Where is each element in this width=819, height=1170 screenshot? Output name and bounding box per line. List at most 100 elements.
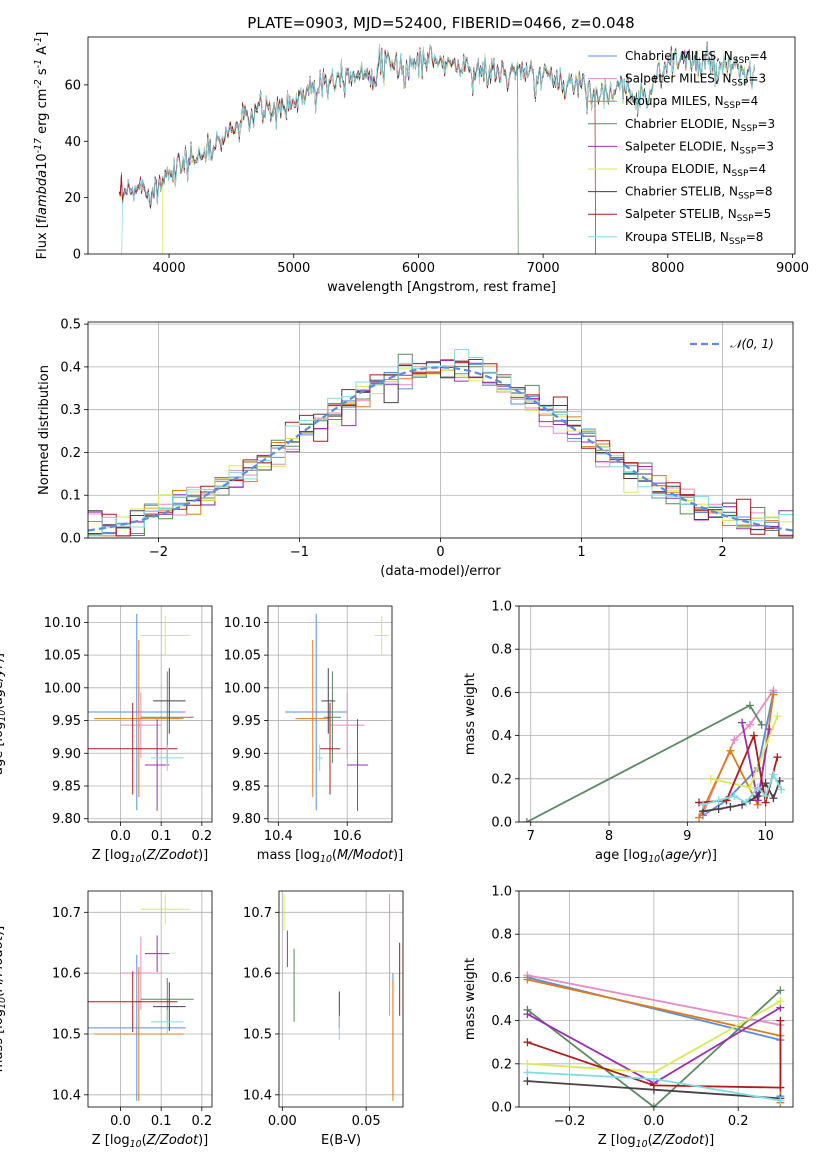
- y-tick-label: 10.00: [224, 681, 261, 696]
- weight-marker: [523, 1059, 532, 1068]
- weight-marker: [523, 1068, 532, 1077]
- weight-line: [702, 772, 783, 806]
- y-tick-label: 0.0: [491, 816, 512, 831]
- weight-line: [702, 692, 775, 817]
- weight-marker: [742, 798, 751, 807]
- gaussian-reference-curve: [88, 366, 793, 532]
- residuals-panel: −2 −1 0 1 2 0.0 0.1 0.2 0.3 0.4 0.5 (data-model)/er…: [37, 318, 794, 579]
- x-tick-label: 0.00: [268, 1114, 297, 1129]
- errorbar-point-chabrier-miles: [285, 613, 348, 811]
- x-axis-label: Z [log10(Z/Zodot)]: [598, 1133, 715, 1150]
- mass-vs-metallicity-panel: 0.0 0.1 0.2 10.4 10.5 10.6 10.7 Z [log10(Z/Zodo…: [0, 890, 213, 1150]
- axes-frame: [518, 890, 794, 1108]
- age-vs-metallicity-panel: 0.0 0.1 0.2 9.80 9.85 9.90 9.95 10.00 10.05 10.10…: [0, 605, 213, 865]
- errorbar-point-salpeter-miles: [330, 692, 365, 758]
- weight-marker: [649, 1074, 658, 1083]
- weight-marker: [769, 770, 778, 779]
- axes-frame: [278, 890, 404, 1108]
- weight-marker: [776, 1016, 785, 1025]
- axes-frame: [87, 36, 796, 255]
- errorbar-point-salpeter-stelib: [88, 702, 178, 795]
- errorbar-point-kroupa-stelib: [316, 744, 324, 771]
- errorbar-point-chabrier-miles: [88, 613, 186, 811]
- mass-vs-ebv-panel: 0.00 0.05 10.4 10.5 10.6 10.7 E(B-V): [243, 890, 404, 1148]
- plot-area: [522, 686, 786, 822]
- legend-label: Chabrier MILES, NSSP=4: [625, 49, 767, 66]
- weight-line: [527, 1020, 782, 1089]
- y-tick-label: 60: [64, 78, 81, 93]
- y-tick-label: 10.5: [52, 1027, 81, 1042]
- weight-series-kroupa-elodie: [523, 997, 785, 1077]
- x-tick-label: 10.4: [264, 829, 293, 844]
- weight-marker: [745, 783, 754, 792]
- x-tick-label: 5000: [277, 261, 310, 276]
- weight-marker: [773, 753, 782, 762]
- weight-marker: [738, 718, 747, 727]
- legend-label: Salpeter ELODIE, NSSP=3: [625, 139, 774, 156]
- x-tick-label: 7000: [527, 261, 560, 276]
- spectrum-line-kroupa-elodie: [161, 41, 755, 254]
- weight-marker: [698, 800, 707, 809]
- weight-marker: [714, 805, 723, 814]
- legend-label: Kroupa STELIB, NSSP=8: [625, 230, 763, 247]
- errorbar-point-kroupa-miles: [295, 640, 330, 798]
- weight-marker: [695, 813, 704, 822]
- axes-frame: [87, 321, 794, 539]
- plot-area: [285, 613, 389, 811]
- x-tick-label: 8: [605, 829, 613, 844]
- errorbar-point-chabrier-stelib: [153, 668, 186, 734]
- errorbar-point-chabrier-miles: [88, 954, 186, 1101]
- plot-area: [88, 349, 793, 537]
- y-axis-label: mass weight: [463, 958, 478, 1040]
- errorbar-point-kroupa-miles: [94, 640, 184, 798]
- y-tick-label: 20: [64, 191, 81, 206]
- legend-label: Salpeter STELIB, NSSP=5: [625, 207, 771, 224]
- weight-marker: [714, 796, 723, 805]
- errorbar-point-salpeter-elodie: [144, 935, 170, 972]
- plot-area: [523, 971, 785, 1107]
- y-axis-label: Flux [flambda10-17 erg cm-2 s-1 A-1]: [33, 32, 50, 260]
- x-tick-label: 7: [527, 829, 535, 844]
- weight-line: [526, 989, 782, 1107]
- weight-marker: [745, 720, 754, 729]
- y-tick-label: 0.0: [60, 532, 81, 547]
- x-tick-label: 0.0: [644, 1114, 665, 1129]
- y-axis-label: mass weight: [463, 673, 478, 755]
- plot-area: [88, 613, 194, 811]
- y-tick-label: 0.4: [491, 1014, 512, 1029]
- errorbar-point-salpeter-miles: [120, 692, 162, 758]
- y-tick-label: 10.00: [44, 681, 81, 696]
- weight-marker: [769, 690, 778, 699]
- x-tick-label: 0.2: [728, 1114, 749, 1129]
- plot-area: [88, 894, 194, 1101]
- x-tick-label: 1: [577, 545, 585, 560]
- weight-series-kroupa-elodie: [706, 712, 782, 792]
- y-tick-label: 40: [64, 135, 81, 150]
- x-tick-label: −1: [290, 545, 309, 560]
- y-tick-label: 0.0: [491, 1101, 512, 1116]
- axes-frame: [87, 890, 213, 1108]
- errorbar-point-salpeter-miles: [120, 936, 162, 1010]
- weight-marker: [730, 792, 739, 801]
- legend-label: Salpeter MILES, NSSP=3: [625, 72, 766, 89]
- x-tick-label: 0.1: [151, 829, 172, 844]
- weight-marker: [757, 720, 766, 729]
- y-axis-label: Normed distribution: [37, 365, 52, 495]
- weight-marker: [726, 802, 735, 811]
- axes-frame: [87, 605, 213, 823]
- y-tick-label: 10.6: [243, 967, 272, 982]
- figure-title: PLATE=0903, MJD=52400, FIBERID=0466, z=0…: [247, 14, 634, 32]
- errorbar-point-kroupa-stelib: [151, 1009, 184, 1034]
- errorbar-point-kroupa-miles: [94, 967, 184, 1101]
- y-tick-label: 1.0: [491, 885, 512, 900]
- y-tick-label: 0.2: [60, 446, 81, 461]
- y-tick-label: 9.80: [232, 812, 261, 827]
- weight-marker: [761, 792, 770, 801]
- y-tick-label: 1.0: [491, 600, 512, 615]
- x-axis-label: age [log10(age/yr)]: [595, 848, 717, 865]
- legend-label: 𝒩(0, 1): [730, 337, 774, 351]
- weight-marker: [776, 1083, 785, 1092]
- x-tick-label: 0.1: [151, 1114, 172, 1129]
- weight-series-kroupa-stelib: [698, 770, 786, 809]
- legend-label: Chabrier ELODIE, NSSP=3: [625, 117, 775, 134]
